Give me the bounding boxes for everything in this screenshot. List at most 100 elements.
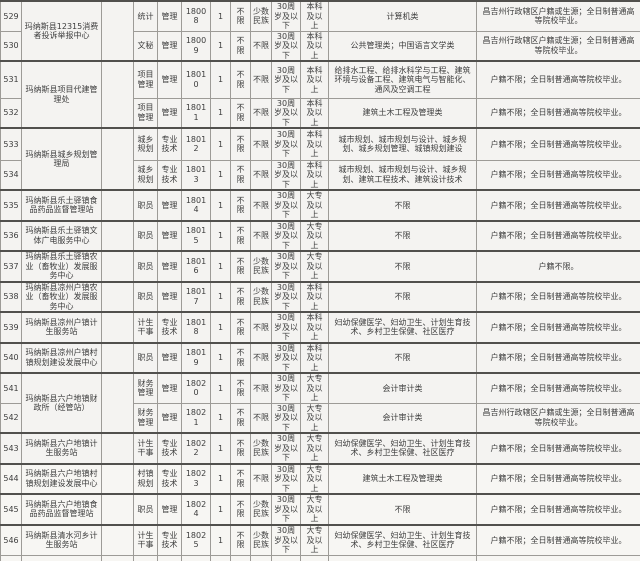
cell-headcount: 1 — [211, 221, 231, 252]
cell-position-code: 18014 — [182, 190, 211, 221]
cell-row-number: 534 — [1, 160, 22, 190]
cell-other-requirements: 户籍不限；全日制普通高等院校毕业。 — [477, 160, 640, 190]
cell-education-limit: 本科及以上 — [301, 31, 329, 61]
cell-education-limit: 大专及以上 — [301, 494, 329, 525]
cell-blank — [102, 190, 134, 221]
cell-position-name: 财务管理 — [134, 373, 158, 403]
cell-headcount: 1 — [211, 128, 231, 160]
cell-education-limit: 大专及以上 — [301, 525, 329, 556]
cell-blank — [301, 556, 329, 561]
cell-position-name: 项目管理 — [134, 61, 158, 98]
cell-other-requirements: 户籍不限；全日制普通高等院校毕业。 — [477, 312, 640, 343]
cell-open-limit: 不限 — [231, 1, 251, 31]
cell-row-number: 536 — [1, 221, 22, 252]
cell-position-category: 管理 — [158, 221, 182, 252]
cell-blank — [102, 221, 134, 252]
cell-other-requirements: 户籍不限。 — [477, 251, 640, 282]
cell-position-category: 专业技术 — [158, 525, 182, 556]
cell-organization: 玛纳斯县六户地镇食品药品监督管理站 — [22, 494, 102, 525]
cell-age-limit: 30周岁及以下 — [272, 251, 301, 282]
cell-open-limit: 不限 — [231, 343, 251, 374]
cell-blank — [102, 494, 134, 525]
cell-major-requirement: 不限 — [329, 494, 477, 525]
cell-blank — [1, 556, 22, 561]
cell-major-requirement: 计算机类 — [329, 1, 477, 31]
cell-ethnicity-limit: 不限 — [251, 312, 272, 343]
cell-age-limit: 30周岁及以下 — [272, 221, 301, 252]
cell-position-category: 管理 — [158, 343, 182, 374]
cell-blank — [102, 525, 134, 556]
cell-position-name: 职员 — [134, 343, 158, 374]
cell-open-limit: 不限 — [231, 128, 251, 160]
cell-other-requirements: 户籍不限；全日制普通高等院校毕业。 — [477, 433, 640, 464]
cell-blank — [102, 128, 134, 190]
cell-open-limit: 不限 — [231, 525, 251, 556]
cell-blank — [102, 556, 134, 561]
cell-other-requirements: 户籍不限；全日制普通高等院校毕业。 — [477, 464, 640, 495]
cell-organization: 玛纳斯县乐土驿镇食品药品监督管理站 — [22, 190, 102, 221]
cell-organization: 玛纳斯县六户地镇村镇规划建设发展中心 — [22, 464, 102, 495]
cell-other-requirements: 昌吉州行政辖区户籍或生源；全日制普通高等院校毕业。 — [477, 31, 640, 61]
cell-position-category: 专业技术 — [158, 128, 182, 160]
cell-position-category: 专业技术 — [158, 433, 182, 464]
cell-position-code: 18015 — [182, 221, 211, 252]
cell-education-limit: 本科及以上 — [301, 343, 329, 374]
cell-organization: 玛纳斯县项目代建管理处 — [22, 61, 102, 128]
cell-major-requirement: 妇幼保健医学、妇幼卫生、计划生育技术、乡村卫生保健、社区医疗 — [329, 525, 477, 556]
cell-open-limit: 不限 — [231, 312, 251, 343]
cell-position-category: 管理 — [158, 494, 182, 525]
cell-headcount: 1 — [211, 403, 231, 433]
cell-other-requirements: 昌吉州行政辖区户籍或生源；全日制普通高等院校毕业。 — [477, 403, 640, 433]
cell-major-requirement: 会计审计类 — [329, 373, 477, 403]
cell-position-category: 管理 — [158, 403, 182, 433]
cell-headcount: 1 — [211, 343, 231, 374]
cell-row-number: 541 — [1, 373, 22, 403]
cell-position-category: 专业技术 — [158, 312, 182, 343]
cell-open-limit: 不限 — [231, 494, 251, 525]
cell-row-number: 543 — [1, 433, 22, 464]
cell-position-code: 18020 — [182, 373, 211, 403]
cell-open-limit: 不限 — [231, 373, 251, 403]
cell-headcount: 1 — [211, 31, 231, 61]
cell-position-code: 18022 — [182, 433, 211, 464]
cell-major-requirement: 不限 — [329, 282, 477, 313]
cell-row-number: 537 — [1, 251, 22, 282]
cell-position-code: 18013 — [182, 160, 211, 190]
cell-headcount: 1 — [211, 494, 231, 525]
cell-organization: 玛纳斯县凉州户镇计生服务站 — [22, 312, 102, 343]
cell-education-limit: 大专及以上 — [301, 190, 329, 221]
cell-blank — [158, 556, 182, 561]
cell-ethnicity-limit: 少数民族 — [251, 433, 272, 464]
cell-ethnicity-limit: 不限 — [251, 373, 272, 403]
cell-blank — [251, 556, 272, 561]
cell-major-requirement: 不限 — [329, 251, 477, 282]
cell-organization: 玛纳斯县乐土驿镇文体广电服务中心 — [22, 221, 102, 252]
cell-organization: 玛纳斯县城乡规划管理局 — [22, 128, 102, 190]
cell-organization: 玛纳斯县12315消费者投诉举报中心 — [22, 1, 102, 61]
cell-ethnicity-limit: 不限 — [251, 61, 272, 98]
cell-ethnicity-limit: 少数民族 — [251, 282, 272, 313]
cell-ethnicity-limit: 不限 — [251, 98, 272, 128]
cell-blank — [102, 282, 134, 313]
cell-ethnicity-limit: 不限 — [251, 190, 272, 221]
cell-other-requirements: 户籍不限；全日制普通高等院校毕业。 — [477, 128, 640, 160]
cell-position-name: 财务管理 — [134, 403, 158, 433]
cell-age-limit: 30周岁及以下 — [272, 403, 301, 433]
cell-blank — [102, 433, 134, 464]
cell-age-limit: 30周岁及以下 — [272, 433, 301, 464]
cell-position-code: 18011 — [182, 98, 211, 128]
cell-row-number: 540 — [1, 343, 22, 374]
cell-position-code: 18010 — [182, 61, 211, 98]
cell-position-name: 职员 — [134, 221, 158, 252]
cell-organization: 玛纳斯县乐土驿镇农业（畜牧业）发展服务中心 — [22, 251, 102, 282]
cell-age-limit: 30周岁及以下 — [272, 160, 301, 190]
cell-blank — [211, 556, 231, 561]
cell-major-requirement: 城市规划、城市规划与设计、城乡规划、城乡规划管理、城镇规划建设 — [329, 128, 477, 160]
cell-row-number: 535 — [1, 190, 22, 221]
cell-other-requirements: 户籍不限；全日制普通高等院校毕业。 — [477, 282, 640, 313]
